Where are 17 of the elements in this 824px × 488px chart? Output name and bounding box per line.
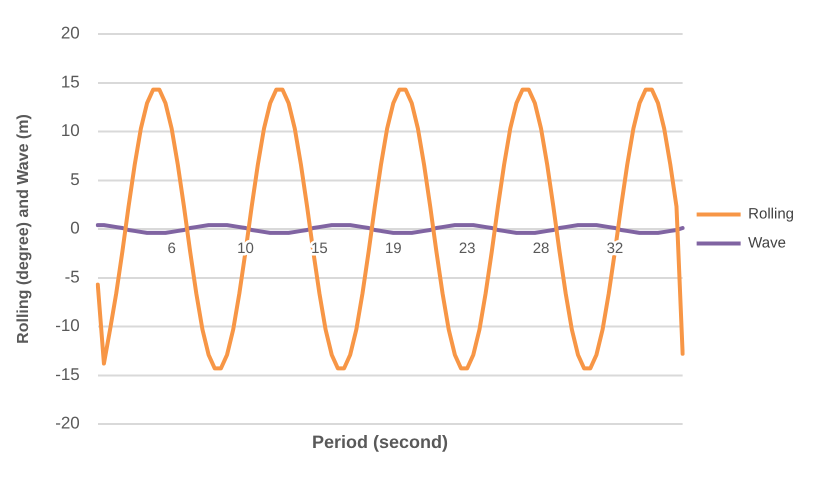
- y-tick-label: 15: [60, 72, 80, 92]
- legend-label: Wave: [748, 234, 786, 252]
- x-tick-label: 28: [532, 240, 550, 258]
- legend-label: Rolling: [748, 206, 794, 223]
- y-axis-title: Rolling (degree) and Wave (m): [15, 114, 32, 344]
- x-tick-label: 6: [167, 240, 176, 258]
- y-tick-label: 0: [70, 218, 80, 238]
- y-tick-label: -15: [55, 364, 80, 384]
- y-tick-label: 10: [60, 121, 80, 140]
- y-tick-label: -20: [55, 414, 80, 433]
- y-tick-label: -10: [55, 316, 80, 336]
- y-tick-label: 20: [60, 24, 80, 43]
- y-tick-label: -5: [64, 267, 80, 286]
- x-axis-title: Period (second): [310, 432, 450, 453]
- y-tick-label: 5: [70, 170, 80, 189]
- x-tick-label: 19: [384, 240, 402, 258]
- x-tick-label: 23: [458, 240, 476, 258]
